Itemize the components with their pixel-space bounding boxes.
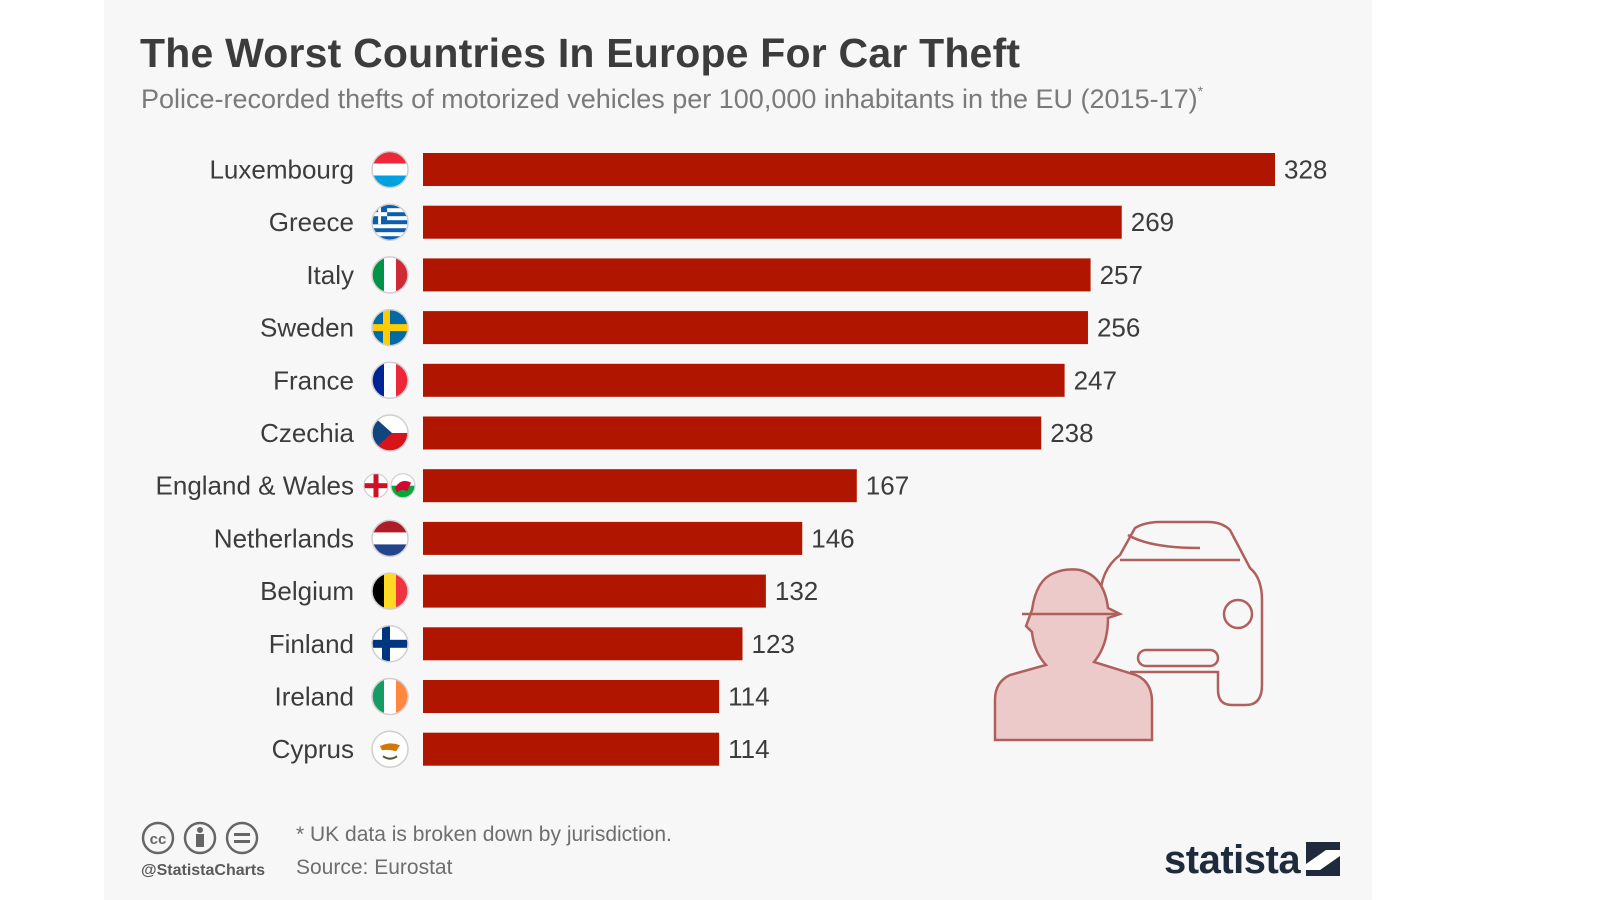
category-label-france: France [273,365,354,395]
statista-logo-text: statista [1164,838,1301,882]
netherlands-flag-icon [371,519,409,558]
chart-subtitle: Police-recorded thefts of motorized vehi… [141,83,1204,115]
category-label-sweden: Sweden [260,313,354,343]
bar-row-luxembourg: Luxembourg 328 [209,150,1327,189]
category-label-england-wales: England & Wales [156,471,354,501]
no-derivatives-icon [225,821,259,855]
subtitle-text: Police-recorded thefts of motorized vehi… [141,84,1198,114]
value-label-belgium: 132 [775,576,818,606]
category-label-netherlands: Netherlands [214,523,354,553]
bar-row-sweden: Sweden 256 [260,308,1140,347]
bar-row-ireland: Ireland 114 [275,677,770,716]
greece-flag-icon [371,203,409,241]
attribution-icon [183,821,217,855]
cyprus-flag-icon [371,730,409,768]
bar-italy [423,258,1091,292]
value-label-greece: 269 [1131,207,1174,237]
bars-group: Luxembourg 328 Greece 269 Italy 257 Sweden 256 F… [156,150,1327,768]
subtitle-footnote-marker: * [1197,83,1204,99]
bar-luxembourg [423,153,1275,186]
source-text: Source: Eurostat [296,856,453,879]
bar-row-france: France 247 [273,361,1117,400]
bar-row-cyprus: Cyprus 114 [272,730,770,768]
social-handle: @StatistaCharts [141,862,266,879]
bar-row-italy: Italy 257 [306,256,1143,294]
bar-england-wales [423,469,857,503]
finland-flag-icon [371,625,409,663]
bar-belgium [423,574,766,608]
thief-silhouette-icon [993,568,1154,742]
statista-logo-icon [1306,842,1340,876]
value-label-ireland: 114 [728,682,769,712]
category-label-czechia: Czechia [260,418,354,448]
england-wales-flag-icon [363,473,416,499]
bar-row-netherlands: Netherlands 146 [214,519,855,558]
bar-ireland [423,680,720,713]
bar-sweden [423,311,1088,345]
category-label-finland: Finland [269,629,354,659]
bar-greece [423,205,1122,239]
italy-flag-icon [371,256,409,294]
value-label-italy: 257 [1100,260,1143,290]
sweden-flag-icon [371,308,409,347]
bar-cyprus [423,732,720,766]
license-icons: cc [141,821,259,855]
bar-czechia [423,416,1042,450]
car-thief-illustration-icon [1098,520,1264,707]
chart-card [104,0,1372,900]
category-label-luxembourg: Luxembourg [209,155,354,185]
category-label-ireland: Ireland [275,682,355,712]
ireland-flag-icon [371,677,409,716]
value-label-czechia: 238 [1050,418,1093,448]
category-label-greece: Greece [269,207,354,237]
bar-france [423,363,1065,397]
bar-row-czechia: Czechia 238 [260,414,1094,452]
bar-row-greece: Greece 269 [269,203,1174,241]
france-flag-icon [371,361,409,400]
value-label-england-wales: 167 [866,471,909,501]
category-label-belgium: Belgium [260,576,354,606]
bar-finland [423,627,743,661]
luxembourg-flag-icon [371,150,409,189]
category-label-cyprus: Cyprus [272,734,354,764]
chart-title: The Worst Countries In Europe For Car Th… [140,30,1021,76]
footnote: * UK data is broken down by jurisdiction… [296,823,672,846]
bar-row-england-wales: England & Wales 167 [156,469,909,503]
category-label-italy: Italy [306,260,354,290]
value-label-luxembourg: 328 [1284,155,1327,185]
svg-text:cc: cc [150,831,167,848]
value-label-netherlands: 146 [811,523,854,553]
bar-netherlands [423,521,803,555]
bar-row-finland: Finland 123 [269,625,795,663]
value-label-cyprus: 114 [728,734,769,764]
value-label-finland: 123 [752,629,795,659]
belgium-flag-icon [371,572,409,610]
value-label-france: 247 [1074,365,1117,395]
bar-row-belgium: Belgium 132 [260,572,818,610]
creative-commons-icon [141,821,175,855]
czechia-flag-icon [371,414,409,452]
value-label-sweden: 256 [1097,313,1140,343]
